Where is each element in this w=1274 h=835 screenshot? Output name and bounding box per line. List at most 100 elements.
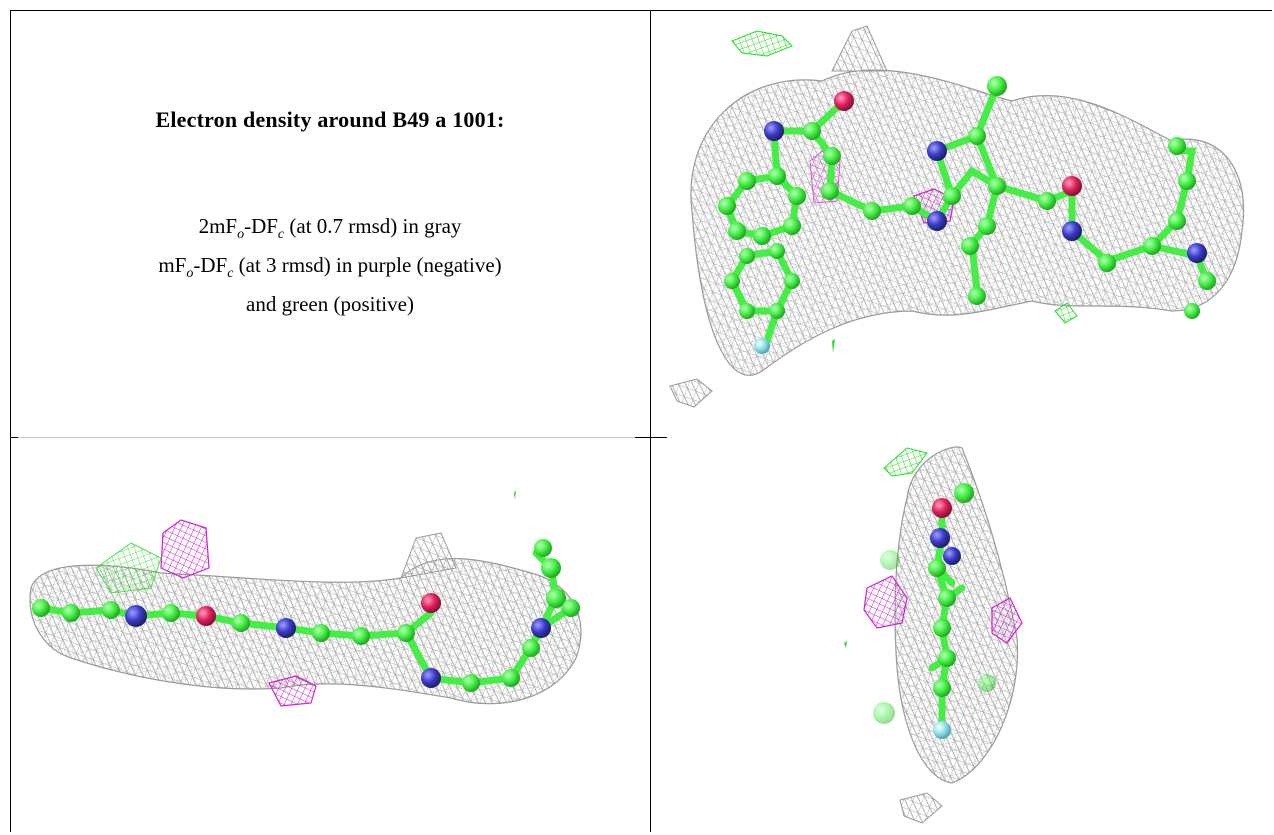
density-render-side — [29, 490, 582, 707]
carbon-atom — [1143, 237, 1161, 255]
carbon-atom — [502, 669, 520, 687]
carbon-atom — [988, 177, 1006, 195]
oxygen-atom — [421, 593, 441, 613]
carbon-atom — [863, 202, 881, 220]
oxygen-atom — [932, 498, 952, 518]
density-render-end-on — [844, 446, 1023, 824]
oxygen-atom — [196, 606, 216, 626]
carbon-atom — [534, 539, 552, 557]
figure-table — [10, 10, 1272, 832]
density-render-front — [669, 25, 1245, 408]
carbon-atom — [397, 624, 415, 642]
mesh-negative-blob-2 — [991, 597, 1023, 644]
ligand-atoms-end-on — [873, 483, 996, 739]
nitrogen-atom — [1187, 243, 1207, 263]
caption-text: 2mFo-DFc (at 0.7 rmsd) in gray mFo-DFc (… — [11, 211, 649, 320]
table-border-middle — [650, 10, 651, 832]
carbon-atom — [928, 559, 946, 577]
carbon-atom — [1178, 172, 1196, 190]
carbon-atom — [1168, 212, 1186, 230]
carbon-atom — [788, 187, 806, 205]
mesh-2fofc-peak — [400, 532, 457, 579]
carbon-atom — [783, 217, 801, 235]
oxygen-atom — [834, 91, 854, 111]
carbon-atom — [541, 558, 561, 578]
carbon-atom — [821, 182, 839, 200]
carbon-atom — [102, 601, 120, 619]
nitrogen-atom — [1062, 221, 1082, 241]
carbon-atom — [903, 197, 921, 215]
mesh-2fofc-peak — [831, 25, 888, 72]
carbon-atom — [933, 679, 951, 697]
carbon-atom — [968, 127, 986, 145]
mesh-negative-blob-1 — [863, 575, 908, 629]
fluorine-atom — [754, 338, 770, 354]
caption-line-colors: and green (positive) — [246, 292, 414, 317]
carbon-atom — [1198, 272, 1216, 290]
carbon-atom — [738, 172, 756, 190]
carbon-atom — [943, 187, 961, 205]
oxygen-atom — [1062, 176, 1082, 196]
carbon-atom — [768, 167, 786, 185]
carbon-atom — [1184, 303, 1200, 319]
carbon-atom — [987, 76, 1007, 96]
mesh-negative-blob-1 — [160, 519, 210, 579]
carbon-atom — [769, 243, 785, 259]
carbon-atom — [32, 599, 50, 617]
ligand-atoms-side — [32, 539, 580, 692]
carbon-atom — [739, 303, 755, 319]
carbon-atom — [978, 674, 996, 692]
carbon-atom — [522, 639, 540, 657]
carbon-atom — [823, 147, 841, 165]
carbon-atom — [938, 589, 956, 607]
nitrogen-atom — [930, 528, 950, 548]
carbon-atom — [938, 649, 956, 667]
nitrogen-atom — [276, 618, 296, 638]
ligand-atoms-front — [718, 76, 1216, 354]
carbon-atom — [968, 287, 986, 305]
mesh-positive-blob-3 — [832, 339, 835, 353]
fluorine-atom — [933, 721, 951, 739]
carbon-atom — [562, 599, 580, 617]
carbon-atom — [784, 273, 800, 289]
carbon-atom — [352, 627, 370, 645]
table-border-mid-left — [10, 437, 638, 438]
caption-title: Electron density around B49 a 1001: — [155, 107, 505, 132]
mesh-positive-blob-1 — [95, 542, 162, 594]
density-view-bottom-left — [11, 438, 649, 832]
carbon-atom — [728, 222, 746, 240]
carbon-atom — [1168, 137, 1186, 155]
mesh-2fofc-fragment — [669, 378, 713, 408]
carbon-atom — [312, 624, 330, 642]
carbon-atom — [978, 217, 996, 235]
mesh-negative-blob-2 — [268, 675, 317, 707]
nitrogen-atom — [943, 547, 961, 565]
carbon-atom — [933, 619, 951, 637]
table-border-top — [10, 10, 1272, 11]
carbon-atom — [803, 122, 821, 140]
mesh-positive-blob-2 — [1054, 302, 1078, 324]
carbon-atom — [62, 604, 80, 622]
caption-line-fofc: mFo-DFc (at 3 rmsd) in purple (negative) — [158, 253, 502, 282]
nitrogen-atom — [764, 121, 784, 141]
density-view-bottom-right — [652, 438, 1271, 832]
mesh-2fofc-fragment — [899, 792, 943, 824]
carbon-atom — [739, 248, 755, 264]
carbon-atom — [880, 550, 900, 570]
carbon-atom — [769, 303, 785, 319]
carbon-atom — [954, 483, 974, 503]
carbon-atom — [162, 604, 180, 622]
table-border-left — [10, 10, 11, 832]
carbon-atom — [961, 237, 979, 255]
nitrogen-atom — [421, 668, 441, 688]
carbon-atom — [1038, 192, 1056, 210]
carbon-atom — [753, 227, 771, 245]
nitrogen-atom — [927, 211, 947, 231]
carbon-atom — [462, 674, 480, 692]
nitrogen-atom — [125, 605, 147, 627]
mesh-positive-blob-2 — [844, 641, 847, 648]
carbon-atom — [873, 702, 895, 724]
caption-line-2fofc: 2mFo-DFc (at 0.7 rmsd) in gray — [198, 214, 462, 243]
mesh-positive-blob-1 — [731, 30, 793, 57]
nitrogen-atom — [531, 618, 551, 638]
